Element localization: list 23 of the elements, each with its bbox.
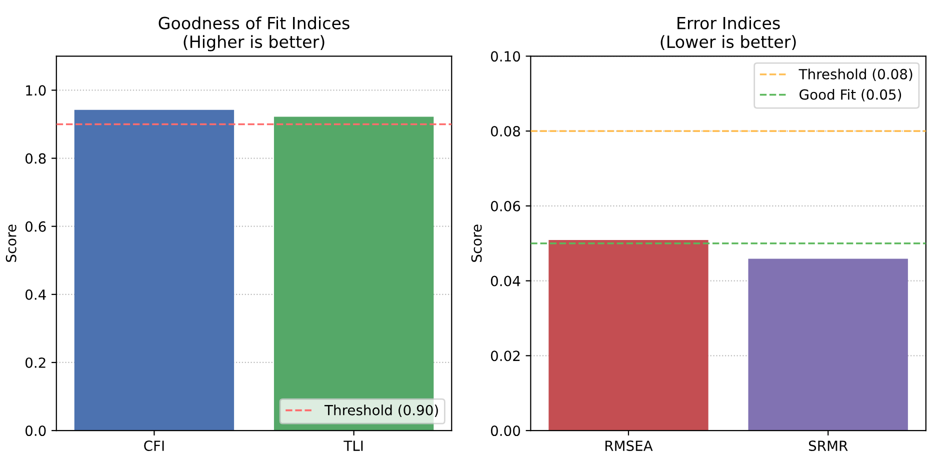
- legend-label: Threshold (0.08): [798, 68, 912, 82]
- x-tick-label: TLI: [344, 440, 363, 451]
- y-tick-label: 0.4: [26, 289, 46, 300]
- y-axis-title: Score: [471, 224, 482, 262]
- chart-title: Goodness of Fit Indices (Higher is better): [158, 16, 350, 52]
- y-tick-label: 0.00: [490, 426, 520, 436]
- y-tick-label: 0.8: [26, 153, 46, 164]
- y-tick-label: 0.6: [26, 221, 46, 232]
- y-axis-title: Score: [6, 224, 16, 262]
- y-tick-label: 0.2: [26, 357, 46, 368]
- y-tick-label: 0.08: [490, 126, 520, 137]
- y-tick-label: 0.06: [490, 200, 520, 212]
- x-tick-label: RMSEA: [605, 440, 653, 452]
- x-tick-label: SRMR: [808, 440, 848, 452]
- y-tick-label: 0.04: [490, 276, 520, 286]
- y-tick-label: 0.0: [26, 426, 46, 436]
- chart-title: Error Indices (Lower is better): [660, 16, 796, 50]
- legend-label: Threshold (0.90): [324, 404, 438, 418]
- y-tick-label: 0.02: [490, 350, 520, 362]
- x-tick-label: CFI: [144, 440, 164, 452]
- y-tick-label: 0.10: [490, 51, 520, 62]
- legend-label: Good Fit (0.05): [800, 89, 902, 102]
- y-tick-label: 1.0: [26, 85, 46, 96]
